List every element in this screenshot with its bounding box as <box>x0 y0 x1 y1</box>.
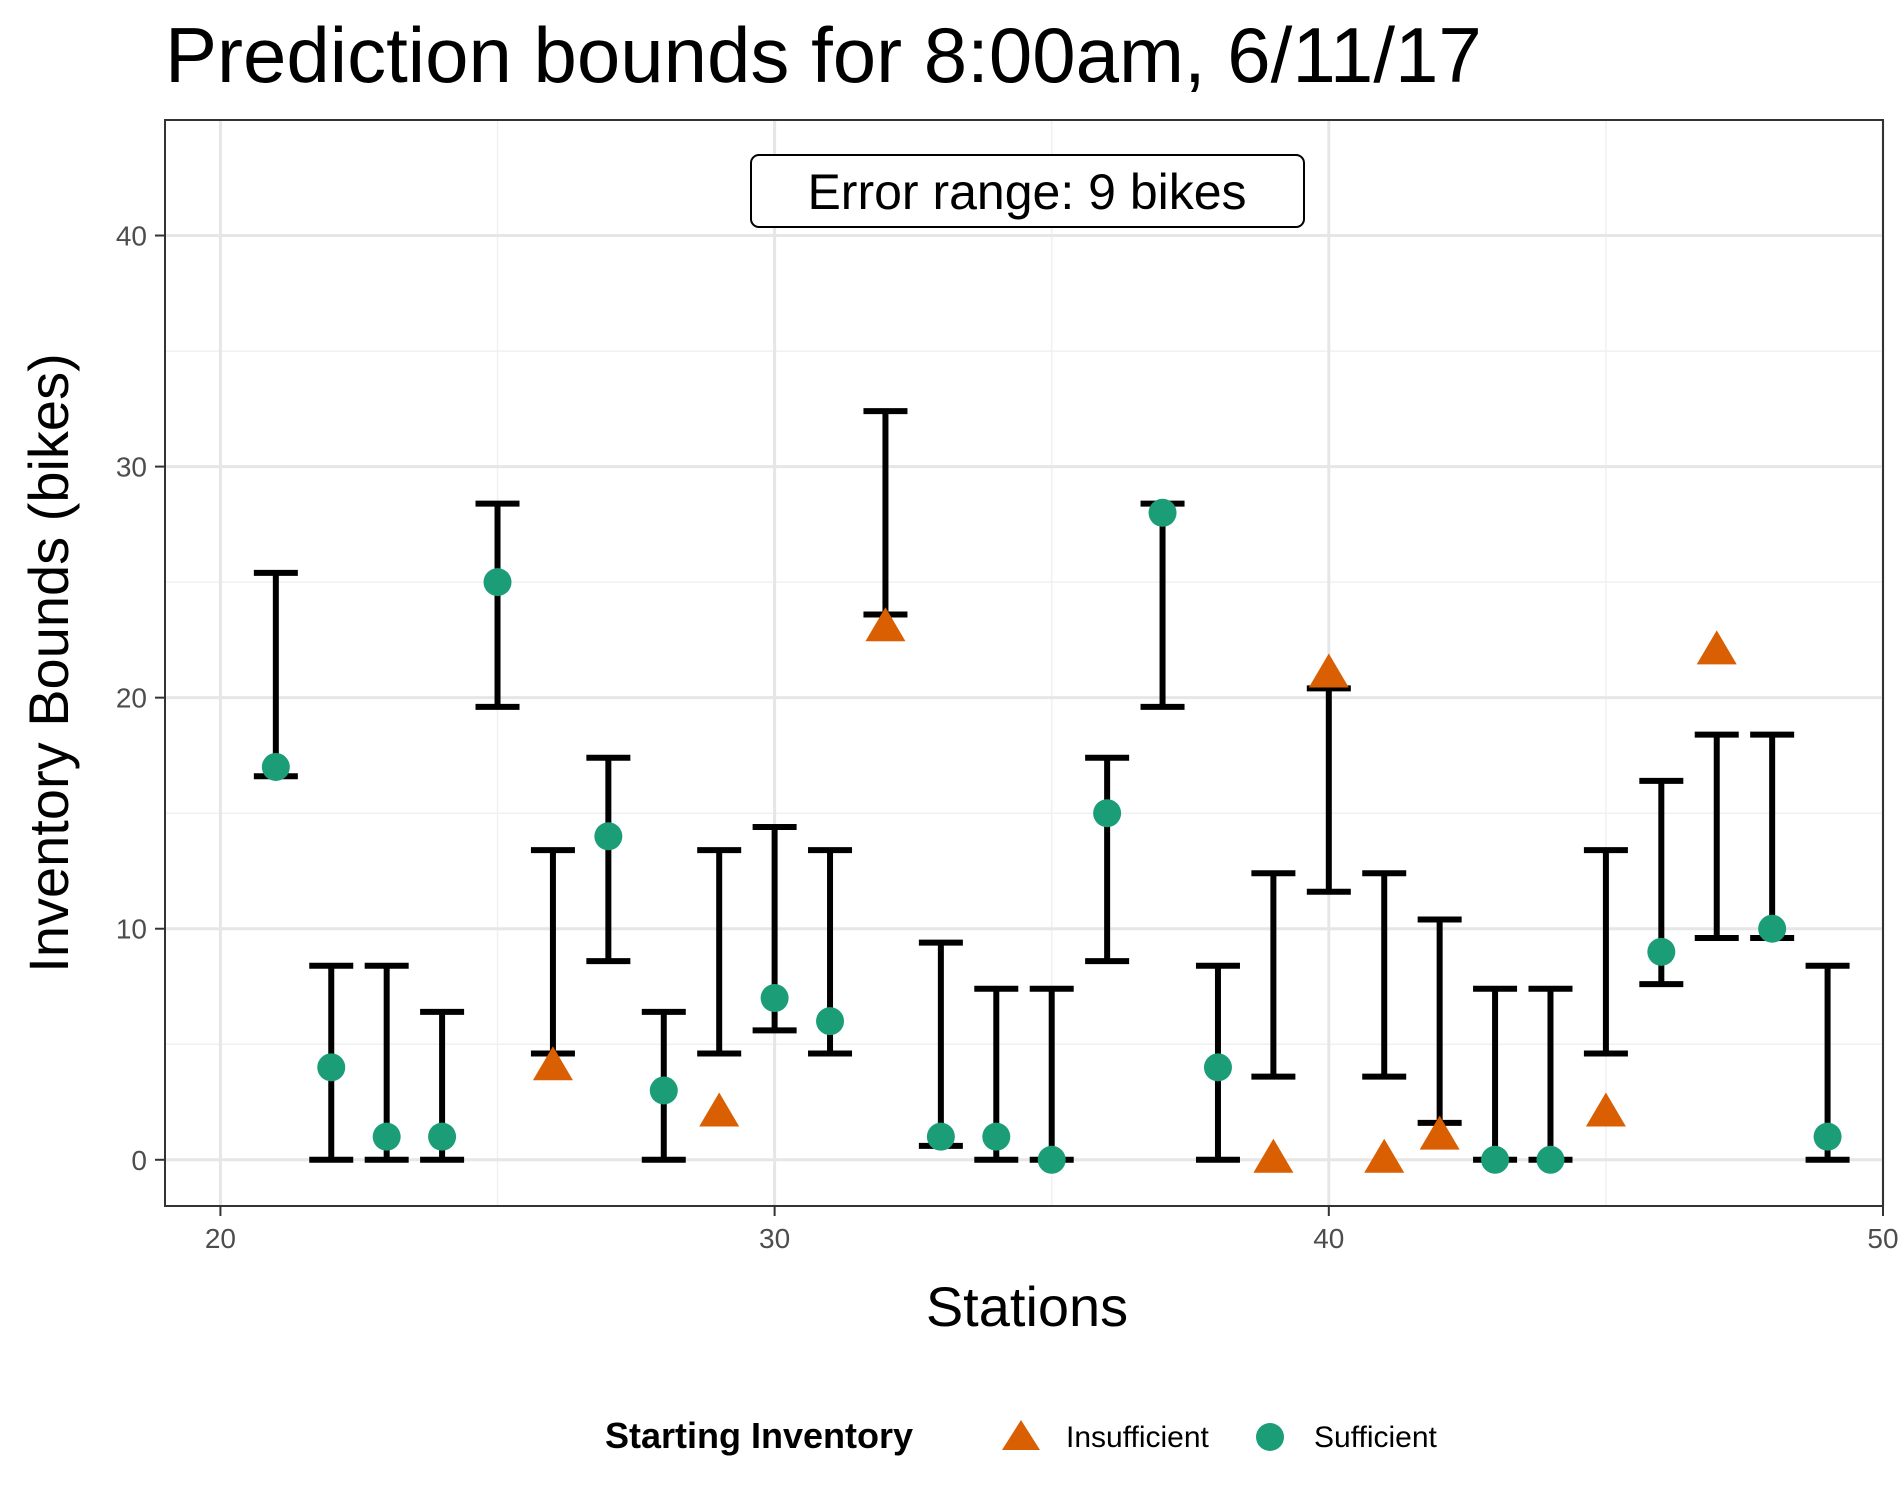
point-insufficient <box>1696 630 1737 665</box>
plot-panel <box>165 120 1883 1206</box>
annotation-label: Error range: 9 bikes <box>807 164 1246 220</box>
error-bar <box>1251 870 1296 1080</box>
point-sufficient <box>982 1122 1011 1151</box>
error-bar <box>697 847 742 1057</box>
plot-border <box>164 119 1884 1207</box>
point-sufficient <box>1813 1122 1842 1151</box>
point-sufficient <box>317 1053 346 1082</box>
point-sufficient <box>372 1122 401 1151</box>
annotation-box: Error range: 9 bikes <box>750 154 1305 228</box>
point-sufficient <box>1148 498 1177 527</box>
point-sufficient <box>926 1122 955 1151</box>
point-insufficient <box>532 1046 573 1081</box>
error-bar <box>1694 731 1739 941</box>
data-points <box>261 498 1842 1174</box>
point-sufficient <box>1093 799 1122 828</box>
point-sufficient <box>760 984 789 1013</box>
point-sufficient <box>1037 1145 1066 1174</box>
annotation-frame <box>750 154 1305 228</box>
point-insufficient <box>699 1092 740 1127</box>
y-tick-label: 20 <box>116 683 147 714</box>
error-bar <box>1306 685 1351 895</box>
point-sufficient <box>483 568 512 597</box>
y-tick-label: 0 <box>131 1145 147 1176</box>
legend-label-insufficient: Insufficient <box>1066 1421 1210 1454</box>
legend: Starting Inventory Insufficient Sufficie… <box>605 1415 1438 1456</box>
legend-label-sufficient: Sufficient <box>1314 1421 1438 1454</box>
point-sufficient <box>1536 1145 1565 1174</box>
point-sufficient <box>428 1122 457 1151</box>
point-insufficient <box>1419 1115 1460 1150</box>
point-insufficient <box>1364 1138 1405 1173</box>
point-insufficient <box>865 607 906 642</box>
error-bar <box>586 754 631 965</box>
x-tick-label: 20 <box>205 1223 236 1254</box>
point-sufficient <box>261 752 290 781</box>
axes: 20 30 40 50 0 10 20 30 40 <box>116 221 1899 1254</box>
legend-circle-icon <box>1256 1423 1284 1451</box>
point-sufficient <box>1481 1145 1510 1174</box>
y-axis-title: Inventory Bounds (bikes) <box>17 353 80 972</box>
point-sufficient <box>816 1007 845 1036</box>
x-tick-label: 30 <box>759 1223 790 1254</box>
chart-title: Prediction bounds for 8:00am, 6/11/17 <box>165 11 1482 99</box>
x-axis-title: Stations <box>926 1275 1128 1338</box>
y-tick-label: 40 <box>116 221 147 252</box>
error-bar <box>1085 754 1130 965</box>
point-insufficient <box>1253 1138 1294 1173</box>
x-tick-label: 50 <box>1867 1223 1898 1254</box>
legend-title: Starting Inventory <box>605 1415 913 1456</box>
point-insufficient <box>1308 653 1349 688</box>
y-tick-label: 30 <box>116 452 147 483</box>
x-tick-label: 40 <box>1313 1223 1344 1254</box>
point-insufficient <box>1585 1092 1626 1127</box>
point-sufficient <box>594 822 623 851</box>
y-tick-label: 10 <box>116 914 147 945</box>
point-sufficient <box>1203 1053 1232 1082</box>
legend-triangle-icon <box>1002 1420 1040 1450</box>
error-bar <box>1362 870 1407 1080</box>
point-sufficient <box>649 1076 678 1105</box>
error-bar <box>1583 847 1628 1057</box>
point-sufficient <box>1758 914 1787 943</box>
point-sufficient <box>1647 937 1676 966</box>
error-bar <box>475 500 520 710</box>
